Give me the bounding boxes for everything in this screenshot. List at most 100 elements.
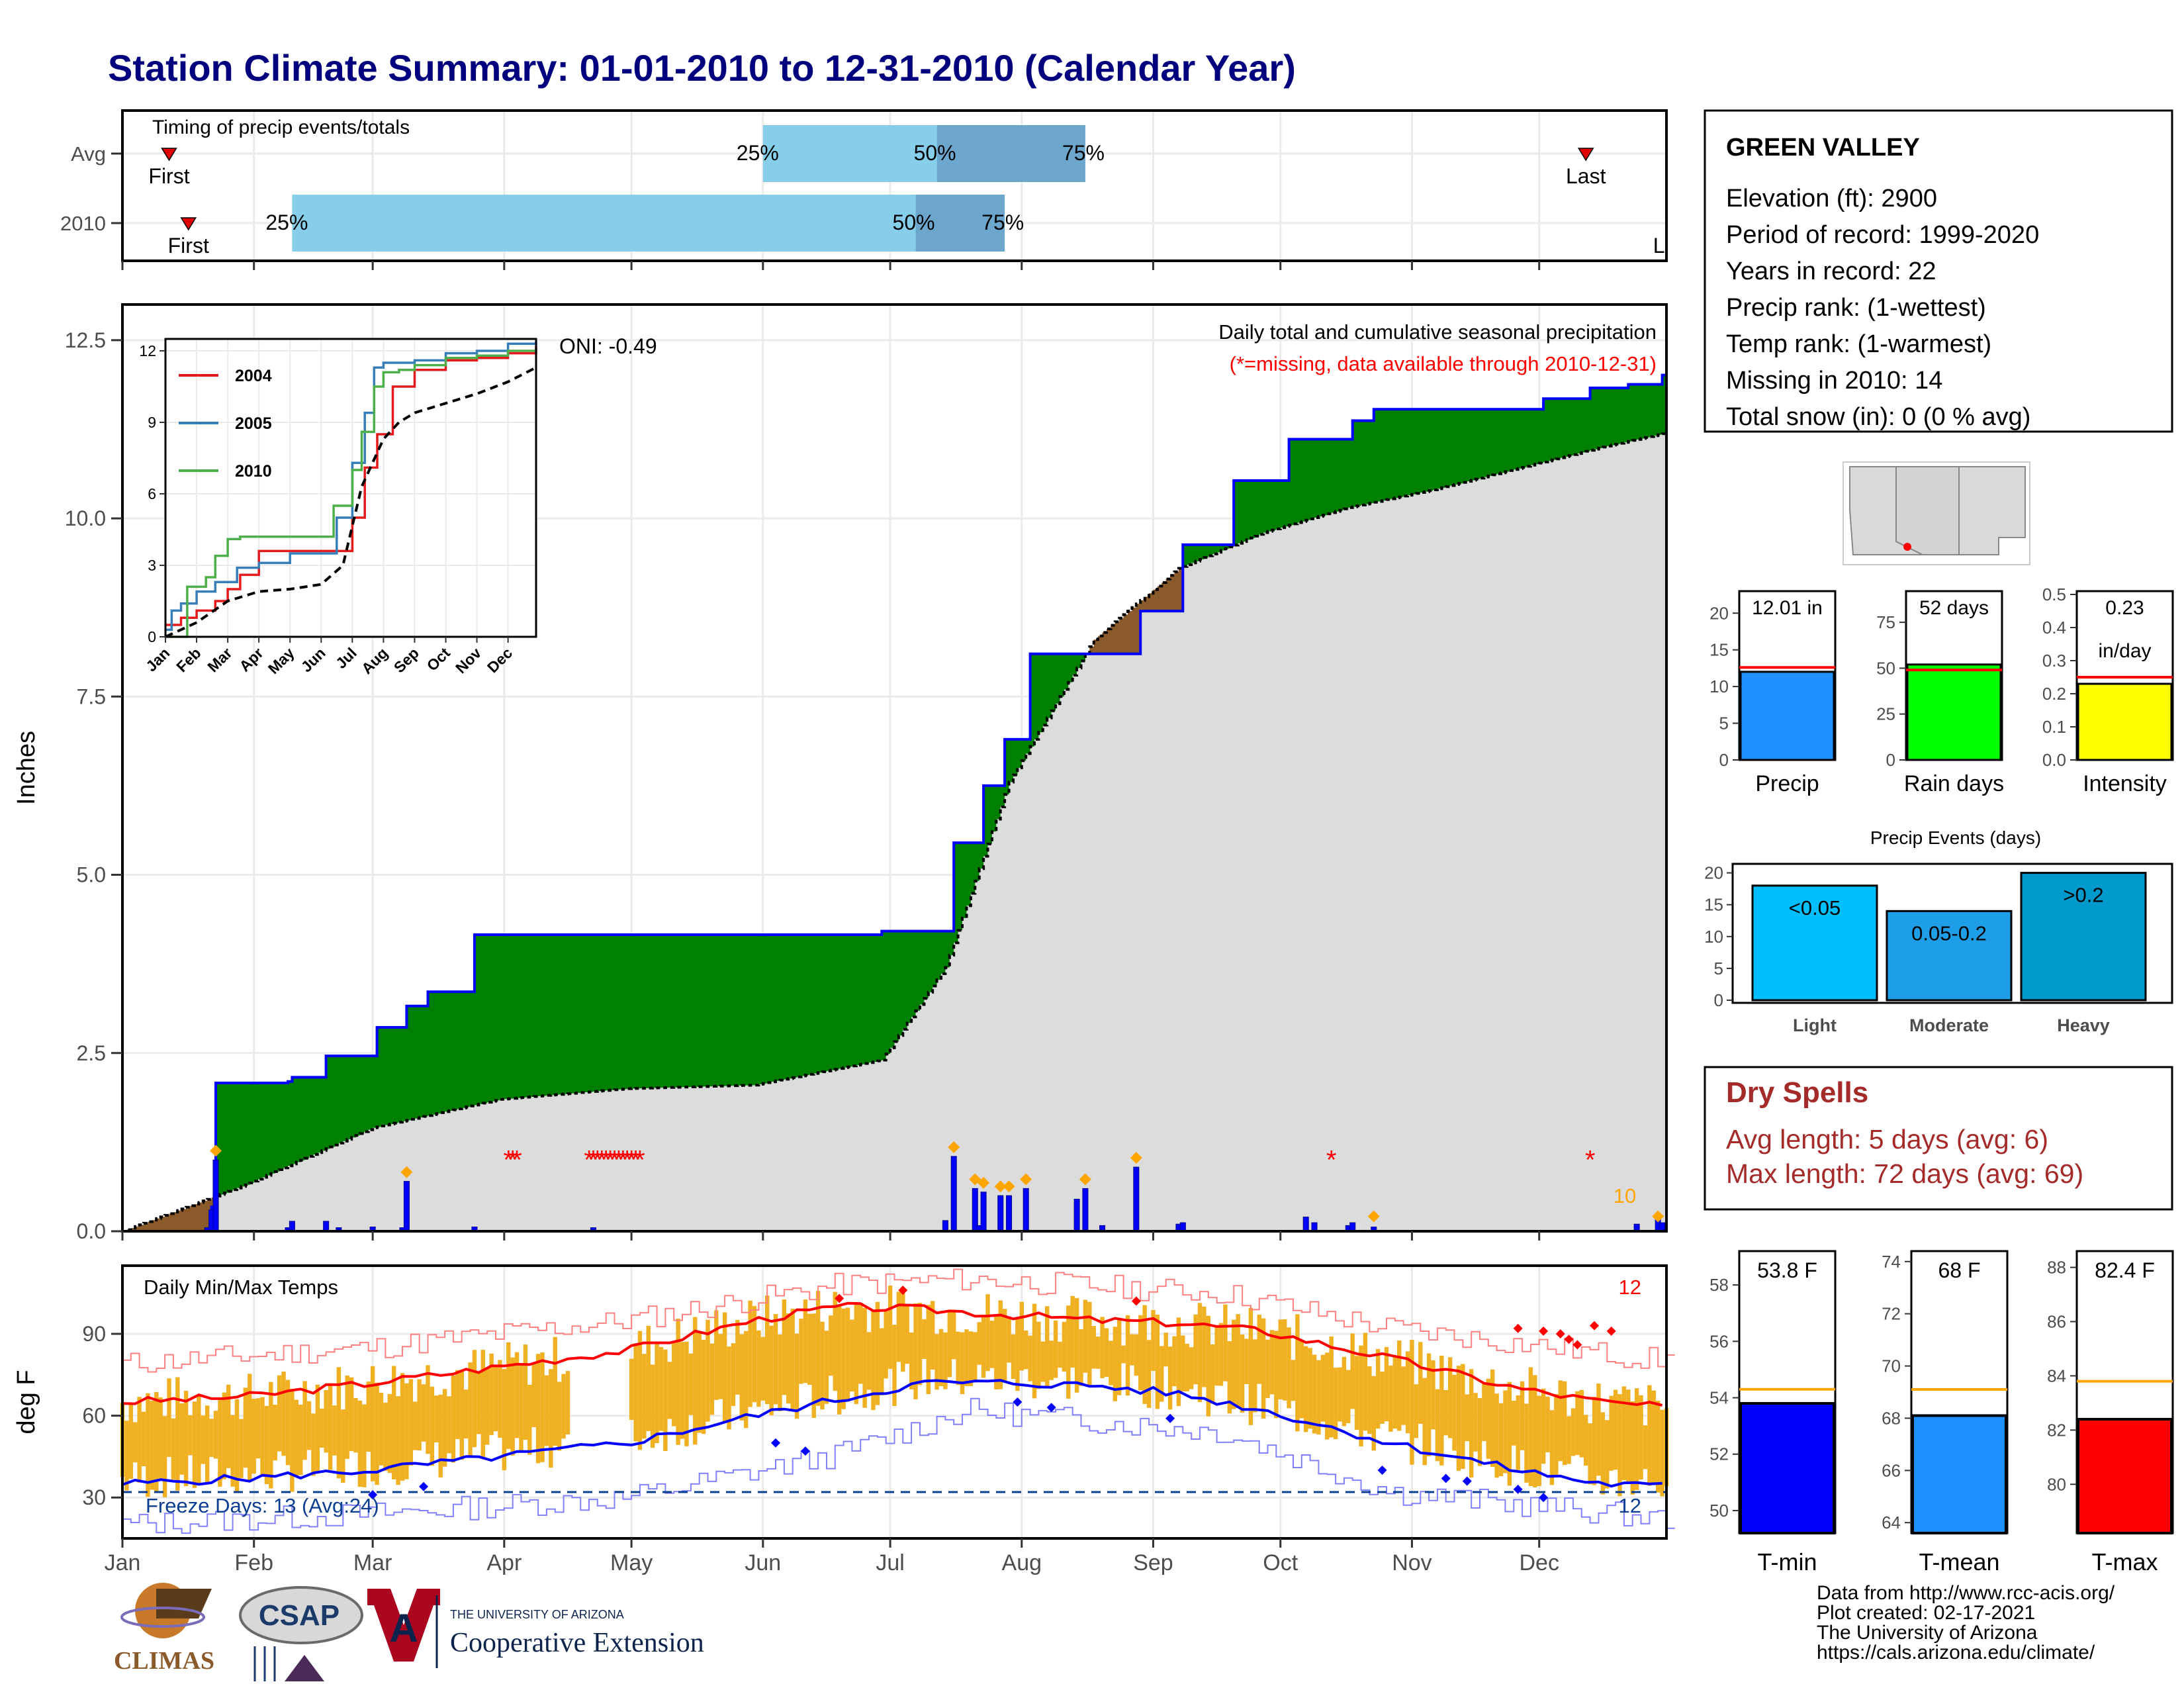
daily-temp-range xyxy=(892,1325,897,1406)
daily-temp-range xyxy=(1512,1401,1516,1446)
daily-temp-range xyxy=(171,1418,176,1480)
month-label: Mar xyxy=(353,1550,392,1575)
event-bar xyxy=(1886,910,2013,1002)
daily-temp-range xyxy=(1338,1367,1342,1422)
heavy-event-marker xyxy=(1020,1173,1032,1186)
daily-temp-range xyxy=(1461,1364,1465,1469)
daily-temp-range xyxy=(820,1321,825,1410)
daily-temp-range xyxy=(1189,1347,1194,1389)
daily-temp-range xyxy=(722,1312,727,1422)
y-tick-label: 82 xyxy=(2047,1420,2066,1440)
daily-temp-range xyxy=(1325,1352,1330,1440)
daily-temp-range xyxy=(1447,1357,1453,1438)
daily-temp-range xyxy=(705,1319,710,1422)
daily-temp-range xyxy=(201,1415,205,1464)
daily-temp-range xyxy=(1435,1389,1440,1462)
daily-temp-range xyxy=(341,1409,345,1483)
daily-precip-bar xyxy=(212,1159,219,1232)
daily-temp-range xyxy=(561,1374,566,1439)
daily-temp-range xyxy=(748,1300,752,1407)
bar-category-label: Intensity xyxy=(2083,771,2167,796)
daily-temp-range xyxy=(336,1367,341,1479)
event-marker xyxy=(161,148,177,162)
daily-temp-range xyxy=(938,1329,944,1387)
missing-marker: * xyxy=(610,1145,620,1174)
daily-temp-range xyxy=(854,1303,859,1405)
daily-temp-range xyxy=(544,1375,549,1446)
daily-temp-range xyxy=(205,1405,210,1483)
daily-temp-range xyxy=(1596,1383,1601,1476)
daily-temp-range xyxy=(404,1383,409,1479)
daily-temp-range xyxy=(1176,1317,1181,1407)
marker-label: First xyxy=(168,234,209,258)
heavy-event-marker xyxy=(978,1176,990,1189)
daily-temp-range xyxy=(1639,1395,1643,1480)
event-category: Light xyxy=(1793,1015,1837,1035)
daily-precip-bar xyxy=(1133,1166,1140,1232)
daily-temp-range xyxy=(862,1307,867,1408)
daily-temp-range xyxy=(1146,1340,1152,1408)
daily-temp-range xyxy=(468,1362,473,1456)
daily-temp-range xyxy=(523,1344,528,1440)
daily-temp-range xyxy=(629,1358,634,1420)
row-label: 2010 xyxy=(60,212,106,235)
daily-temp-range xyxy=(926,1305,931,1395)
temp-summary-t-min: 53.8 F 50 52 54 56 58 T-min xyxy=(1709,1250,1837,1575)
temp-frame xyxy=(121,1264,1668,1540)
daily-temp-range xyxy=(1579,1389,1584,1458)
average-cumulative-area xyxy=(122,432,1666,1231)
y-tick-label: 0.1 xyxy=(2042,717,2066,737)
month-label: Feb xyxy=(234,1550,273,1575)
timing-frame xyxy=(121,109,1668,262)
daily-temp-range xyxy=(1392,1355,1398,1429)
freeze-text: Freeze Days: 13 (Avg:24) xyxy=(146,1494,379,1517)
daily-temp-range xyxy=(294,1399,298,1477)
daily-temp-range xyxy=(1312,1354,1317,1434)
event-bar-label: 0.05-0.2 xyxy=(1911,921,1987,945)
y-tick-label: 10 xyxy=(1704,927,1723,947)
daily-temp-range xyxy=(887,1286,893,1369)
footer-line: The University of Arizona xyxy=(1817,1622,2038,1644)
daily-temp-range xyxy=(1113,1327,1117,1401)
daily-temp-range xyxy=(909,1332,914,1389)
daily-temp-range xyxy=(1125,1315,1130,1396)
daily-temp-range xyxy=(1520,1381,1525,1450)
inset-y-tick: 9 xyxy=(148,414,156,431)
missing-marker: * xyxy=(631,1145,641,1174)
value-label: 82.4 F xyxy=(2095,1258,2155,1282)
daily-temp-range xyxy=(794,1333,799,1419)
dry-spells-max: Max length: 72 days (avg: 69) xyxy=(1726,1158,2083,1189)
heavy-event-marker xyxy=(969,1173,981,1186)
daily-temp-range xyxy=(714,1310,719,1400)
daily-temp-range xyxy=(447,1396,451,1454)
daily-temp-range xyxy=(952,1309,956,1360)
daily-temp-range xyxy=(1422,1378,1427,1466)
daily-temp-range xyxy=(760,1336,766,1401)
daily-temp-range xyxy=(1456,1366,1461,1471)
daily-temp-range xyxy=(850,1319,854,1392)
daily-temp-range xyxy=(557,1382,562,1451)
daily-temp-range xyxy=(786,1313,791,1404)
record-high-marker xyxy=(898,1286,908,1295)
missing-marker: * xyxy=(605,1145,615,1174)
missing-marker: * xyxy=(622,1145,633,1174)
daily-temp-range xyxy=(239,1419,244,1478)
daily-temp-range xyxy=(1600,1412,1606,1495)
y-tick-label: 15 xyxy=(1709,640,1729,660)
missing-marker: * xyxy=(503,1145,514,1174)
missing-marker: * xyxy=(635,1145,645,1174)
daily-temp-range xyxy=(1367,1366,1372,1434)
missing-marker: * xyxy=(601,1145,612,1174)
daily-temp-range xyxy=(128,1404,134,1479)
daily-temp-range xyxy=(659,1346,664,1431)
dry-spells-box: Dry Spells Avg length: 5 days (avg: 6) Max… xyxy=(1704,1066,2173,1211)
daily-temp-range xyxy=(146,1393,150,1497)
y-tick-label: 74 xyxy=(1882,1252,1901,1272)
y-tick-label: 75 xyxy=(1876,612,1895,632)
legend-label: 2010 xyxy=(235,462,272,481)
daily-temp-range xyxy=(1533,1375,1537,1487)
quartile-bar-lower xyxy=(292,195,916,252)
daily-temp-range xyxy=(1558,1380,1563,1462)
daily-temp-range xyxy=(1011,1334,1016,1380)
